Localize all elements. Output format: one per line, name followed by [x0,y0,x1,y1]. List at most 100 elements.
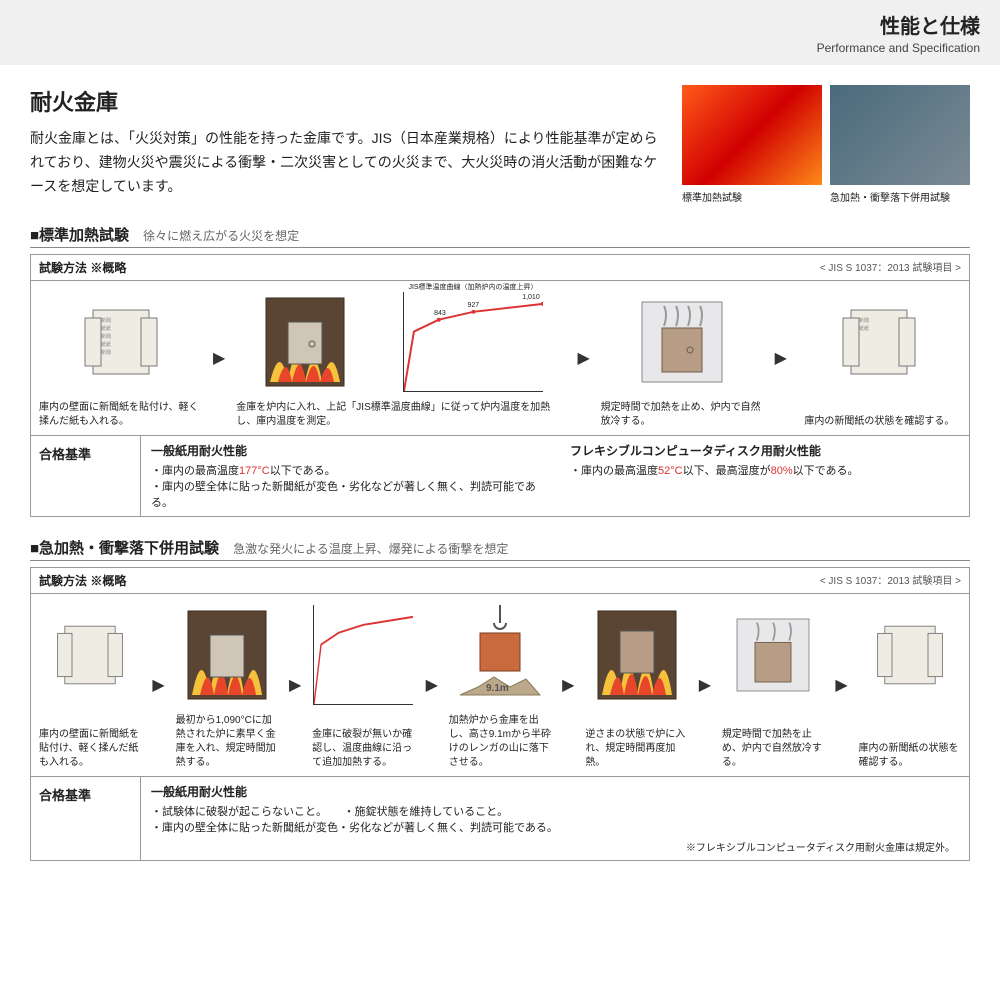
intro-text: 耐火金庫 耐火金庫とは、「火災対策」の性能を持った金庫です。JIS（日本産業規格… [30,85,662,198]
jis-curve-graph: JIS標準温度曲線（加熱炉内の温度上昇） 843 927 1,010 [403,292,543,392]
newspaper-safe-icon [37,600,144,710]
s2-step3-cap: 金庫に破裂が無いか確認し、温度曲線に沿って追加加熱する。 [310,724,417,770]
section-standard-heating: ■標準加熱試験 徐々に燃え広がる火災を想定 試験方法 ※概略 < JIS S 1… [0,214,1000,527]
svg-text:9.1m: 9.1m [486,683,509,694]
intro-photos: 標準加熱試験 急加熱・衝撃落下併用試験 [682,85,970,204]
s2-step6-cap: 規定時間で加熱を止め、炉内で自然放冷する。 [720,724,827,770]
s2-step2: 最初から1,090°Cに加熱された炉に素早く金庫を入れ、規定時間加熱する。 [168,594,287,776]
svg-text:紙紙: 紙紙 [859,325,869,332]
section2-method-label: 試験方法 ※概略 [39,572,126,589]
criteria2-title: 一般紙用耐火性能 [151,783,959,800]
criteria-left-line1: ・庫内の最高温度177°C以下である。 [151,462,540,478]
photo-2: 急加熱・衝撃落下併用試験 [830,85,970,204]
arrow-icon: ▶ [286,594,304,776]
s1-step4: 新聞紙紙 庫内の新聞紙の状態を確認する。 [790,281,969,435]
newspaper-safe-icon: 新聞紙紙新聞紙紙新聞 [37,287,204,397]
graph-pt3: 1,010 [522,294,540,301]
header-title: 性能と仕様 [20,10,980,39]
intro-body: 耐火金庫とは、「火災対策」の性能を持った金庫です。JIS（日本産業規格）により性… [30,127,662,198]
arrow-icon: ▶ [210,281,228,435]
svg-text:新聞: 新聞 [101,349,111,356]
s1-step1-caption: 庫内の壁面に新聞紙を貼付け、軽く揉んだ紙も入れる。 [37,397,204,429]
section1-title: ■標準加熱試験 [30,224,129,245]
section1-head: ■標準加熱試験 徐々に燃え広がる火災を想定 [30,224,970,248]
rapid-furnace-icon [174,600,281,710]
s2-step1: 庫内の壁面に新聞紙を貼付け、軽く揉んだ紙も入れる。 [31,594,150,776]
graph-check-icon [310,600,417,710]
s2-step5: 逆さまの状態で炉に入れ、規定時間再度加熱。 [577,594,696,776]
s1-step3-caption: 規定時間で加熱を止め、炉内で自然放冷する。 [599,397,766,429]
criteria2-body: 一般紙用耐火性能 ・試験体に破裂が起こらないこと。 ・施錠状態を維持していること… [141,777,969,860]
criteria2-label: 合格基準 [31,777,141,860]
s1-step1: 新聞紙紙新聞紙紙新聞 庫内の壁面に新聞紙を貼付け、軽く揉んだ紙も入れる。 [31,281,210,435]
criteria-right-line: ・庫内の最高温度52°C以下、最高湿度が80%以下である。 [570,462,959,478]
s2-step3: 金庫に破裂が無いか確認し、温度曲線に沿って追加加熱する。 [304,594,423,776]
s2-step5-cap: 逆さまの状態で炉に入れ、規定時間再度加熱。 [583,724,690,770]
section2-panel: 試験方法 ※概略 < JIS S 1037：2013 試験項目 > 庫内の壁面に… [30,567,970,861]
criteria2-line1: ・試験体に破裂が起こらないこと。 ・施錠状態を維持していること。 [151,803,959,819]
arrow-icon: ▶ [559,594,577,776]
photo2-caption: 急加熱・衝撃落下併用試験 [830,189,970,204]
svg-text:紙紙: 紙紙 [101,341,111,348]
arrow-icon: ▶ [575,281,593,435]
page-header: 性能と仕様 Performance and Specification [0,0,1000,65]
section2-head: ■急加熱・衝撃落下併用試験 急激な発火による温度上昇、爆発による衝撃を想定 [30,537,970,561]
s2-step4-cap: 加熱炉から金庫を出し、高さ9.1mから半砕けのレンガの山に落下させる。 [447,710,554,770]
section1-panel-head: 試験方法 ※概略 < JIS S 1037：2013 試験項目 > [31,255,969,281]
svg-text:新聞: 新聞 [101,333,111,340]
criteria-body: 一般紙用耐火性能 ・庫内の最高温度177°C以下である。 ・庫内の壁全体に貼った… [141,436,969,516]
drop-test-icon: 9.1m [447,600,554,710]
drop-photo-icon [830,85,970,185]
hl-52: 52°C [658,465,683,477]
check-newspaper-icon: 新聞紙紙 [796,287,963,397]
s2-step7: 庫内の新聞紙の状態を確認する。 [850,594,969,776]
arrow-icon: ▶ [832,594,850,776]
section1-steps: 新聞紙紙新聞紙紙新聞 庫内の壁面に新聞紙を貼付け、軽く揉んだ紙も入れる。 ▶ [31,281,969,436]
section-rapid-heating-drop: ■急加熱・衝撃落下併用試験 急激な発火による温度上昇、爆発による衝撃を想定 試験… [0,527,1000,871]
cooling-safe-icon [599,287,766,397]
section2-subtitle: 急激な発火による温度上昇、爆発による衝撃を想定 [233,540,508,557]
criteria-left-title: 一般紙用耐火性能 [151,442,540,459]
arrow-icon: ▶ [696,594,714,776]
arrow-icon: ▶ [772,281,790,435]
section2-footnote: ※フレキシブルコンピュータディスク用耐火金庫は規定外。 [151,835,959,854]
s1-step2: JIS標準温度曲線（加熱炉内の温度上昇） 843 927 1,010 金庫を炉内… [228,281,574,435]
fire-photo-icon [682,85,822,185]
s2-step1-cap: 庫内の壁面に新聞紙を貼付け、軽く揉んだ紙も入れる。 [37,724,144,770]
check-newspaper-icon [856,600,963,710]
section1-subtitle: 徐々に燃え広がる火災を想定 [143,227,299,244]
s1-step4-caption: 庫内の新聞紙の状態を確認する。 [802,411,956,429]
svg-text:新聞: 新聞 [859,317,869,324]
section1-panel: 試験方法 ※概略 < JIS S 1037：2013 試験項目 > 新聞紙紙新聞… [30,254,970,517]
section2-criteria: 合格基準 一般紙用耐火性能 ・試験体に破裂が起こらないこと。 ・施錠状態を維持し… [31,777,969,860]
section2-title: ■急加熱・衝撃落下併用試験 [30,537,219,558]
section2-panel-head: 試験方法 ※概略 < JIS S 1037：2013 試験項目 > [31,568,969,594]
s2-step2-cap: 最初から1,090°Cに加熱された炉に素早く金庫を入れ、規定時間加熱する。 [174,710,281,770]
intro-block: 耐火金庫 耐火金庫とは、「火災対策」の性能を持った金庫です。JIS（日本産業規格… [0,65,1000,214]
hl-80: 80% [771,465,793,477]
graph-pt1: 843 [434,310,446,317]
photo-1: 標準加熱試験 [682,85,822,204]
graph-pt2: 927 [467,302,479,309]
s2-step4: 9.1m 加熱炉から金庫を出し、高さ9.1mから半砕けのレンガの山に落下させる。 [441,594,560,776]
graph-title: JIS標準温度曲線（加熱炉内の温度上昇） [404,282,543,292]
arrow-icon: ▶ [150,594,168,776]
section2-jis-note: < JIS S 1037：2013 試験項目 > [820,572,961,589]
criteria-label: 合格基準 [31,436,141,516]
s2-step7-cap: 庫内の新聞紙の状態を確認する。 [856,738,963,770]
svg-text:新聞: 新聞 [101,317,111,324]
section2-steps: 庫内の壁面に新聞紙を貼付け、軽く揉んだ紙も入れる。 ▶ 最初から1,090°Cに… [31,594,969,777]
criteria-left-line2: ・庫内の壁全体に貼った新聞紙が変色・劣化などが著しく無く、判読可能である。 [151,478,540,510]
furnace-and-graph-icon: JIS標準温度曲線（加熱炉内の温度上昇） 843 927 1,010 [234,287,568,397]
inverted-furnace-icon [583,600,690,710]
header-subtitle: Performance and Specification [20,41,980,55]
cooling-safe-icon [720,600,827,710]
criteria2-line2: ・庫内の壁全体に貼った新聞紙が変色・劣化などが著しく無く、判読可能である。 [151,819,959,835]
hl-177: 177°C [239,465,270,477]
section1-method-label: 試験方法 ※概略 [39,259,126,276]
s1-step2-caption: 金庫を炉内に入れ、上記「JIS標準温度曲線」に従って炉内温度を加熱し、庫内温度を… [234,397,568,429]
arrow-icon: ▶ [423,594,441,776]
svg-text:紙紙: 紙紙 [101,325,111,332]
section1-jis-note: < JIS S 1037：2013 試験項目 > [820,259,961,276]
photo1-caption: 標準加熱試験 [682,189,822,204]
